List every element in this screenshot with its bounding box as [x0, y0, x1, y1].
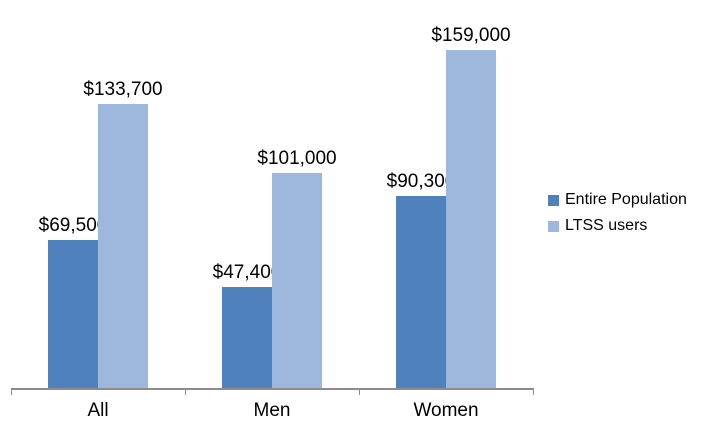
legend-swatch-icon — [548, 194, 559, 206]
data-label: $47,400 — [212, 262, 282, 283]
legend-swatch-icon — [548, 220, 559, 232]
x-axis-tick — [359, 388, 360, 395]
data-label: $133,700 — [83, 79, 163, 100]
x-axis-tick — [533, 388, 534, 395]
data-label: $69,500 — [38, 215, 108, 236]
data-label: $159,000 — [431, 25, 511, 46]
bar-all-ltss-users — [98, 104, 148, 388]
bar-men-ltss-users — [272, 173, 322, 388]
legend-item-ltss-users: LTSS users — [548, 216, 687, 236]
category-label-women: Women — [413, 400, 479, 421]
legend: Entire Population LTSS users — [548, 190, 687, 242]
bar-all-entire-population — [48, 240, 98, 388]
bar-women-ltss-users — [446, 50, 496, 388]
data-label: $101,000 — [257, 148, 337, 169]
x-axis-tick — [11, 388, 12, 395]
legend-label: Entire Population — [565, 191, 687, 208]
bar-men-entire-population — [222, 287, 272, 388]
category-label-men: Men — [253, 400, 291, 421]
x-axis-line — [11, 388, 534, 390]
legend-item-entire-population: Entire Population — [548, 190, 687, 210]
bar-women-entire-population — [396, 196, 446, 388]
legend-label: LTSS users — [565, 217, 648, 234]
category-label-all: All — [87, 400, 109, 421]
data-label: $90,300 — [386, 171, 456, 192]
x-axis-tick — [185, 388, 186, 395]
